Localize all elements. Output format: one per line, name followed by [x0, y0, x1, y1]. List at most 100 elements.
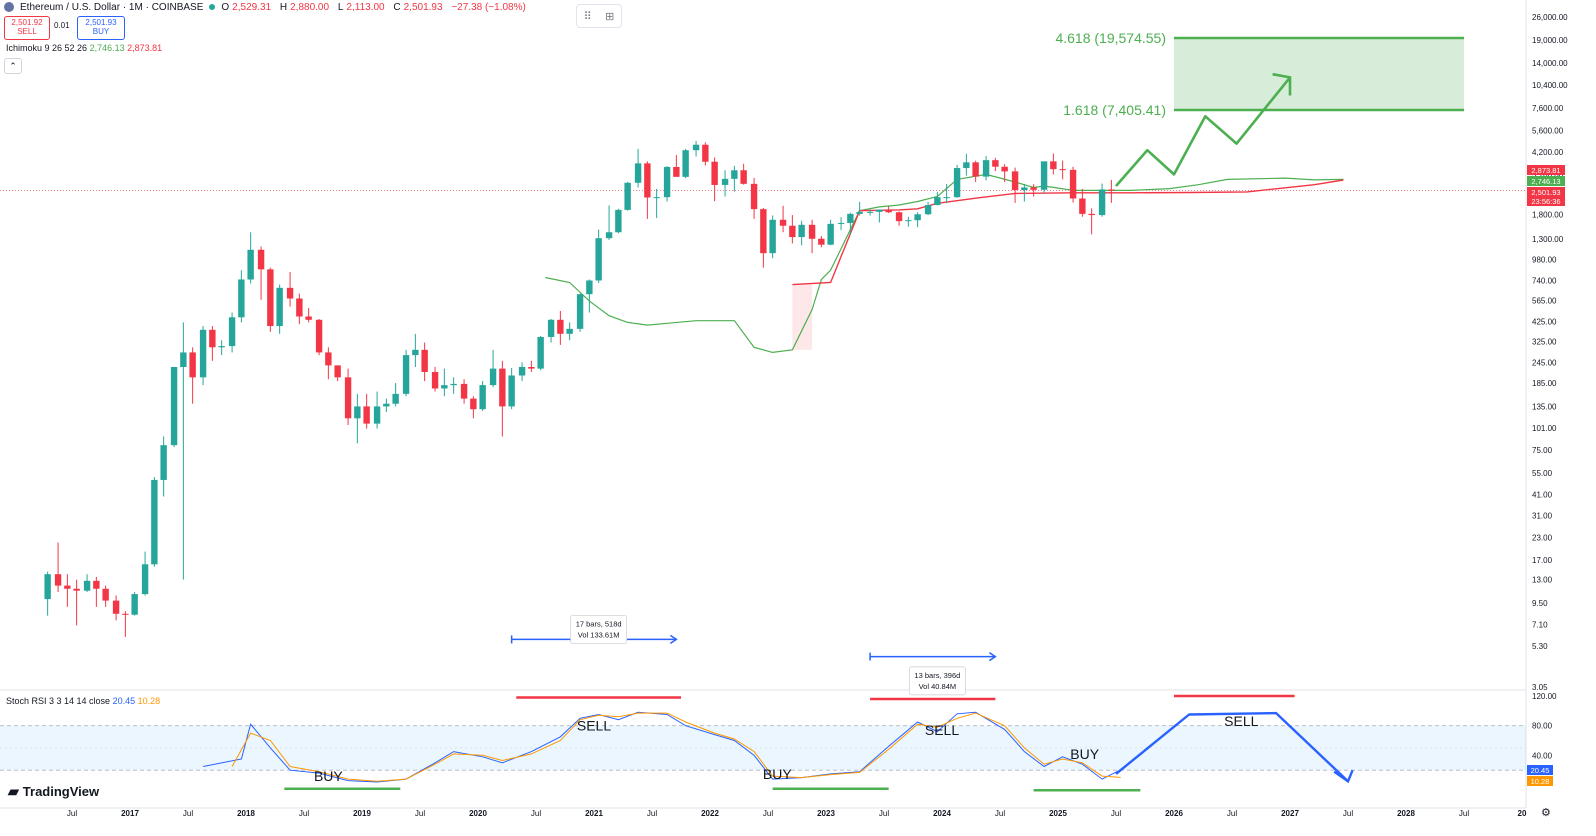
candle[interactable]	[711, 157, 718, 202]
candle[interactable]	[209, 326, 216, 361]
candle[interactable]	[866, 209, 874, 216]
date-range-measure[interactable]: 17 bars, 518d Vol 133.61M	[510, 615, 678, 645]
candle[interactable]	[431, 366, 439, 392]
candle[interactable]	[1011, 167, 1019, 203]
candle[interactable]	[315, 318, 323, 356]
candle[interactable]	[528, 360, 535, 372]
ichimoku-legend[interactable]: Ichimoku 9 26 52 26 2,746.13 2,873.81	[6, 43, 162, 53]
candle[interactable]	[963, 153, 970, 176]
candle[interactable]	[344, 368, 352, 426]
candle[interactable]	[856, 201, 863, 216]
candle[interactable]	[789, 215, 796, 244]
candle[interactable]	[615, 208, 622, 234]
candle[interactable]	[644, 161, 651, 219]
candle[interactable]	[479, 381, 486, 411]
candle[interactable]	[1079, 188, 1086, 217]
candle[interactable]	[305, 308, 312, 323]
candle[interactable]	[1001, 164, 1008, 182]
candle[interactable]	[228, 312, 236, 353]
candle[interactable]	[450, 377, 457, 394]
time-axis[interactable]: Jul 2017 Jul 2018 Jul 2019 Jul 2020 Jul 2021 Jul 20…	[67, 809, 1527, 818]
candle[interactable]	[634, 148, 642, 188]
candle[interactable]	[44, 571, 51, 616]
candle[interactable]	[663, 166, 671, 202]
candle[interactable]	[827, 219, 834, 246]
candle[interactable]	[566, 322, 573, 341]
candle[interactable]	[334, 365, 341, 382]
candle[interactable]	[624, 181, 631, 211]
candle[interactable]	[953, 165, 961, 198]
candle[interactable]	[847, 212, 854, 235]
candle[interactable]	[576, 293, 584, 332]
candle[interactable]	[595, 229, 602, 284]
candle[interactable]	[673, 155, 680, 177]
candle[interactable]	[64, 574, 71, 607]
candle[interactable]	[402, 349, 410, 397]
candle[interactable]	[943, 184, 950, 204]
candle[interactable]	[760, 207, 767, 268]
candle[interactable]	[740, 163, 747, 185]
candle[interactable]	[189, 347, 196, 404]
candle[interactable]	[924, 201, 932, 216]
candle[interactable]	[731, 165, 738, 192]
candle[interactable]	[818, 235, 825, 248]
date-range-measure[interactable]: 13 bars, 396d Vol 40.84M	[869, 651, 997, 696]
candle[interactable]	[557, 310, 564, 345]
stoch-rsi-legend[interactable]: Stoch RSI 3 3 14 14 close 20.45 10.28	[6, 696, 160, 706]
buy-button[interactable]: 2,501.93 BUY	[77, 16, 125, 40]
candle[interactable]	[238, 270, 245, 323]
candle[interactable]	[112, 595, 120, 621]
candle[interactable]	[93, 576, 100, 607]
sell-button[interactable]: 2,501.92 SELL	[4, 16, 50, 40]
candle[interactable]	[1069, 166, 1077, 203]
candle[interactable]	[131, 592, 138, 616]
candle[interactable]	[1021, 183, 1028, 202]
candle[interactable]	[199, 326, 207, 386]
candle[interactable]	[1030, 184, 1037, 197]
candle[interactable]	[460, 379, 468, 404]
candle[interactable]	[247, 232, 254, 284]
candle[interactable]	[170, 366, 178, 448]
candle[interactable]	[1040, 161, 1048, 194]
candle[interactable]	[934, 191, 941, 206]
candle[interactable]	[325, 347, 332, 380]
candle[interactable]	[83, 574, 91, 593]
candle[interactable]	[489, 349, 497, 388]
candle[interactable]	[750, 177, 758, 219]
candle[interactable]	[412, 333, 419, 367]
candle[interactable]	[972, 160, 979, 182]
candle[interactable]	[160, 436, 167, 497]
candle[interactable]	[992, 157, 999, 172]
candle[interactable]	[363, 393, 370, 429]
candle[interactable]	[267, 267, 274, 332]
candle[interactable]	[702, 142, 709, 166]
candle[interactable]	[682, 148, 689, 179]
candle[interactable]	[769, 215, 776, 259]
candle[interactable]	[885, 206, 892, 214]
candle[interactable]	[586, 279, 593, 313]
candle[interactable]	[102, 585, 109, 607]
candle[interactable]	[421, 342, 428, 382]
candle[interactable]	[296, 293, 303, 325]
candle[interactable]	[721, 170, 729, 197]
candle[interactable]	[653, 188, 660, 219]
candle[interactable]	[1108, 179, 1115, 203]
symbol-title[interactable]: Ethereum / U.S. Dollar · 1M · COINBASE	[20, 1, 204, 13]
candle[interactable]	[1059, 160, 1066, 180]
candle[interactable]	[518, 362, 526, 382]
candle[interactable]	[286, 271, 294, 307]
object-tree-icon[interactable]: ⊞	[605, 10, 615, 23]
candle[interactable]	[1088, 208, 1095, 235]
candle[interactable]	[383, 398, 390, 413]
candle[interactable]	[798, 220, 805, 246]
candle[interactable]	[122, 611, 129, 637]
candle[interactable]	[141, 551, 149, 596]
candle[interactable]	[547, 318, 555, 343]
candle[interactable]	[54, 542, 62, 593]
price-axis[interactable]: 26,000.00 19,000.00 14,000.00 10,400.00 7,60…	[1532, 13, 1568, 692]
collapse-indicators-button[interactable]: ⌃	[4, 58, 22, 74]
candle[interactable]	[508, 367, 515, 410]
candle[interactable]	[354, 393, 361, 444]
candle[interactable]	[605, 205, 613, 240]
